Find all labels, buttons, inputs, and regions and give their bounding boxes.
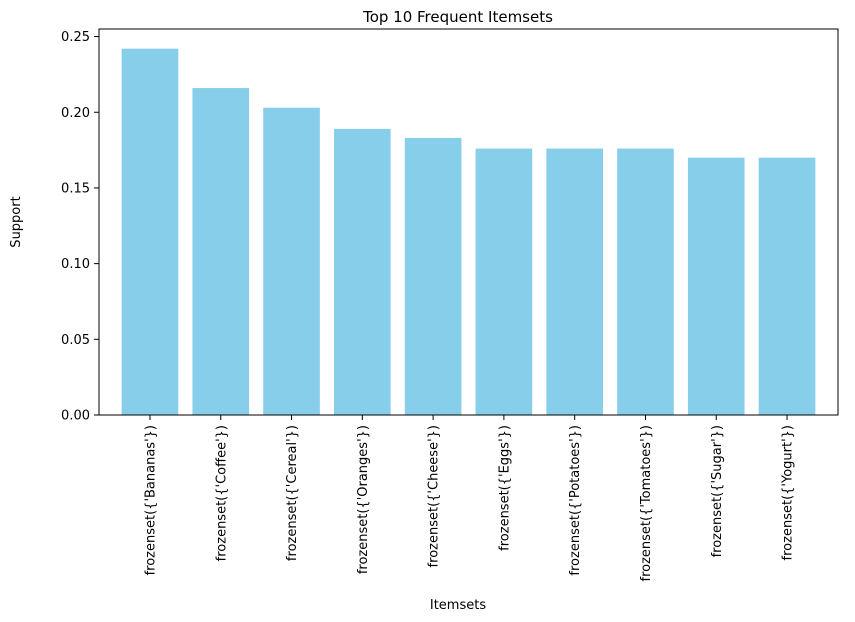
y-tick-label: 0.05 xyxy=(61,333,90,348)
x-axis-ticks: frozenset({'Bananas'}) frozenset({'Coffee… xyxy=(143,415,796,582)
plot-frame xyxy=(98,28,839,416)
bar xyxy=(334,128,391,415)
bar xyxy=(475,148,533,415)
bar xyxy=(404,137,462,416)
chart-title: Top 10 Frequent Itemsets xyxy=(362,8,553,26)
x-tick-label: frozenset({'Sugar'}) xyxy=(710,425,725,557)
bars-layer xyxy=(121,48,816,416)
x-tick-label: frozenset({'Potatoes'}) xyxy=(568,425,583,576)
bar xyxy=(546,148,603,415)
bar xyxy=(617,148,674,415)
bar xyxy=(263,107,320,416)
x-tick-label: frozenset({'Eggs'}) xyxy=(497,425,512,551)
bar xyxy=(687,157,745,416)
x-tick-label: frozenset({'Tomatoes'}) xyxy=(639,425,654,582)
y-tick-label: 0.25 xyxy=(61,30,90,45)
x-tick-label: frozenset({'Coffee'}) xyxy=(214,425,229,561)
x-tick-label: frozenset({'Cereal'}) xyxy=(285,425,300,561)
y-tick-label: 0.15 xyxy=(61,181,90,196)
x-axis-title: Itemsets xyxy=(430,598,486,613)
x-tick-label: frozenset({'Cheese'}) xyxy=(427,425,442,567)
y-tick-label: 0.10 xyxy=(61,257,90,272)
y-axis-title: Support xyxy=(9,196,24,247)
y-tick-label: 0.00 xyxy=(61,409,90,424)
x-tick-label: frozenset({'Oranges'}) xyxy=(356,425,371,574)
y-axis-ticks: 0.00 0.05 0.10 0.15 0.20 0.25 xyxy=(61,30,99,424)
bar xyxy=(121,48,179,416)
y-tick-label: 0.20 xyxy=(61,106,90,121)
bar xyxy=(758,157,816,416)
bar xyxy=(192,88,250,415)
x-tick-label: frozenset({'Yogurt'}) xyxy=(781,425,796,560)
x-tick-label: frozenset({'Bananas'}) xyxy=(143,425,158,575)
